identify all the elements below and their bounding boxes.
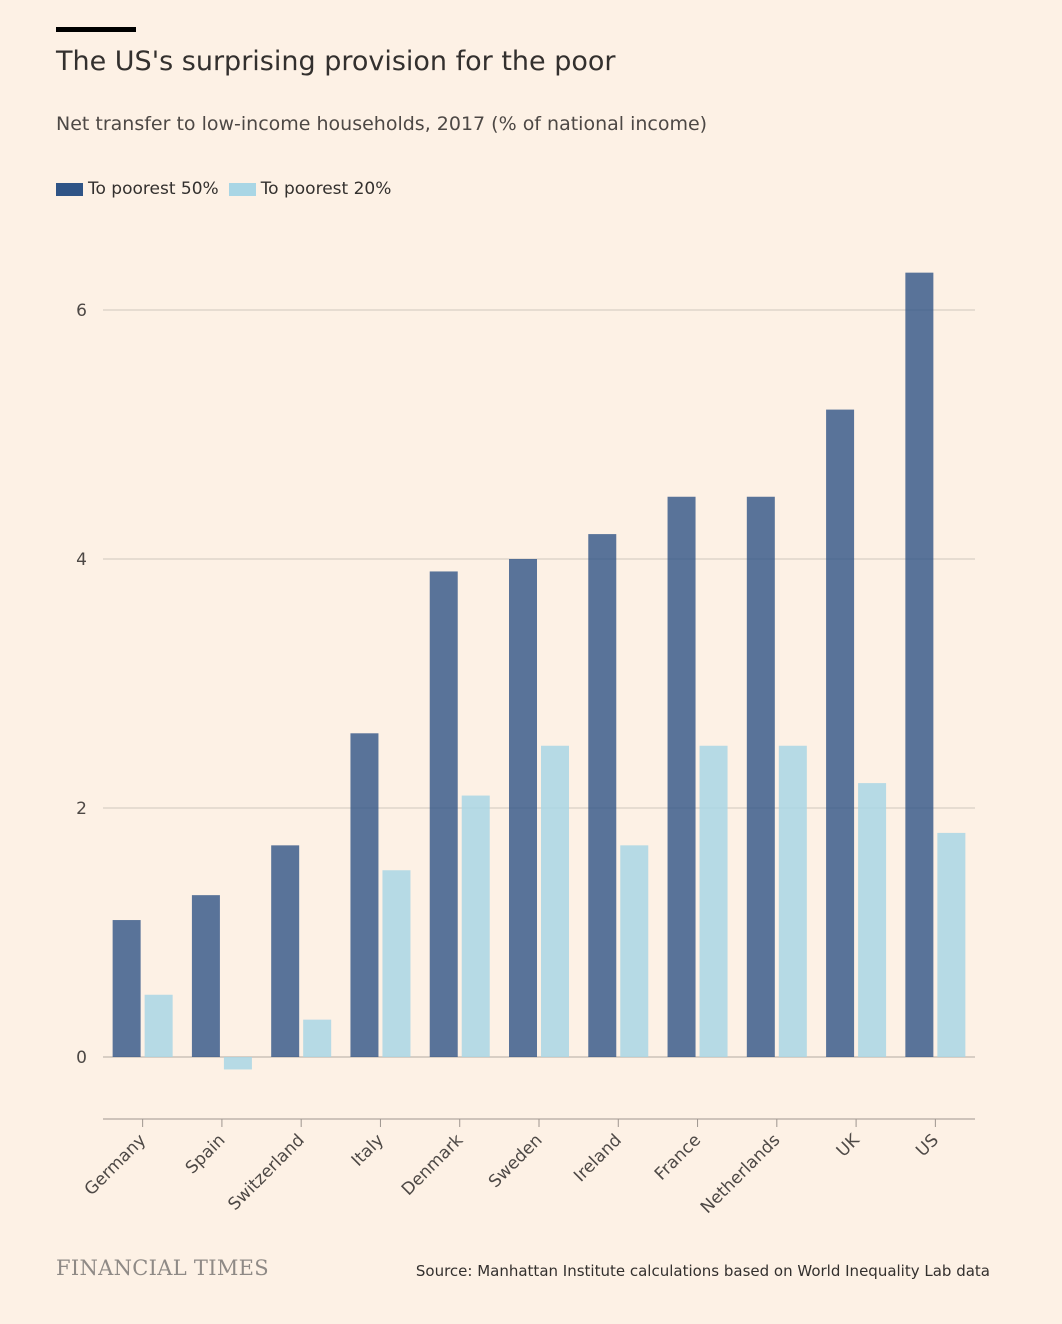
x-tick-label-germany: Germany xyxy=(81,1130,150,1199)
y-tick-label: 4 xyxy=(76,550,87,570)
bar-us-poorest-20 xyxy=(937,832,966,1057)
x-tick-label-sweden: Sweden xyxy=(485,1130,547,1192)
bar-ireland-poorest-20 xyxy=(620,845,649,1057)
x-tick-label-netherlands: Netherlands xyxy=(697,1130,785,1218)
bar-switzerland-poorest-20 xyxy=(303,1019,332,1057)
bar-germany-poorest-50 xyxy=(112,920,141,1057)
chart-title: The US's surprising provision for the po… xyxy=(56,46,616,77)
legend-label-poorest-50: To poorest 50% xyxy=(88,179,219,199)
legend-swatch-poorest-50 xyxy=(56,182,83,196)
x-tick-label-us: US xyxy=(912,1130,943,1161)
bar-uk-poorest-50 xyxy=(826,409,855,1058)
x-tick-label-ireland: Ireland xyxy=(570,1130,626,1186)
legend-item-poorest-50: To poorest 50% xyxy=(56,179,219,199)
bar-spain-poorest-50 xyxy=(191,895,220,1057)
bar-uk-poorest-20 xyxy=(858,783,887,1057)
bar-spain-poorest-20 xyxy=(223,1057,252,1070)
y-tick-label: 0 xyxy=(76,1048,87,1068)
legend: To poorest 50% To poorest 20% xyxy=(56,179,401,199)
bar-denmark-poorest-50 xyxy=(429,571,458,1057)
bar-us-poorest-50 xyxy=(905,272,934,1057)
bar-germany-poorest-20 xyxy=(144,994,173,1057)
legend-swatch-poorest-20 xyxy=(228,182,256,196)
bar-france-poorest-20 xyxy=(699,745,728,1057)
bar-sweden-poorest-50 xyxy=(509,559,537,1057)
x-tick-label-italy: Italy xyxy=(348,1130,388,1170)
bar-switzerland-poorest-50 xyxy=(271,845,300,1057)
bar-denmark-poorest-20 xyxy=(461,795,490,1057)
x-tick-label-uk: UK xyxy=(833,1130,864,1161)
legend-item-poorest-20: To poorest 20% xyxy=(228,179,392,199)
bar-italy-poorest-20 xyxy=(382,870,411,1057)
bar-italy-poorest-50 xyxy=(350,733,379,1057)
chart-subtitle: Net transfer to low-income households, 2… xyxy=(56,113,708,135)
top-rule xyxy=(56,27,136,32)
x-tick-label-switzerland: Switzerland xyxy=(224,1130,308,1214)
x-tick-label-denmark: Denmark xyxy=(398,1130,468,1200)
x-tick-label-france: France xyxy=(651,1130,705,1184)
x-tick-label-spain: Spain xyxy=(182,1130,230,1178)
bar-netherlands-poorest-50 xyxy=(746,496,775,1057)
bar-france-poorest-50 xyxy=(667,496,696,1057)
bar-sweden-poorest-20 xyxy=(541,745,569,1057)
y-tick-label: 2 xyxy=(76,799,87,819)
brand-logo: FINANCIAL TIMES xyxy=(56,1256,269,1280)
y-tick-label: 6 xyxy=(76,301,87,321)
bar-netherlands-poorest-20 xyxy=(778,745,807,1057)
bar-ireland-poorest-50 xyxy=(588,534,617,1057)
source-note: Source: Manhattan Institute calculations… xyxy=(415,1262,990,1280)
legend-label-poorest-20: To poorest 20% xyxy=(260,179,392,199)
